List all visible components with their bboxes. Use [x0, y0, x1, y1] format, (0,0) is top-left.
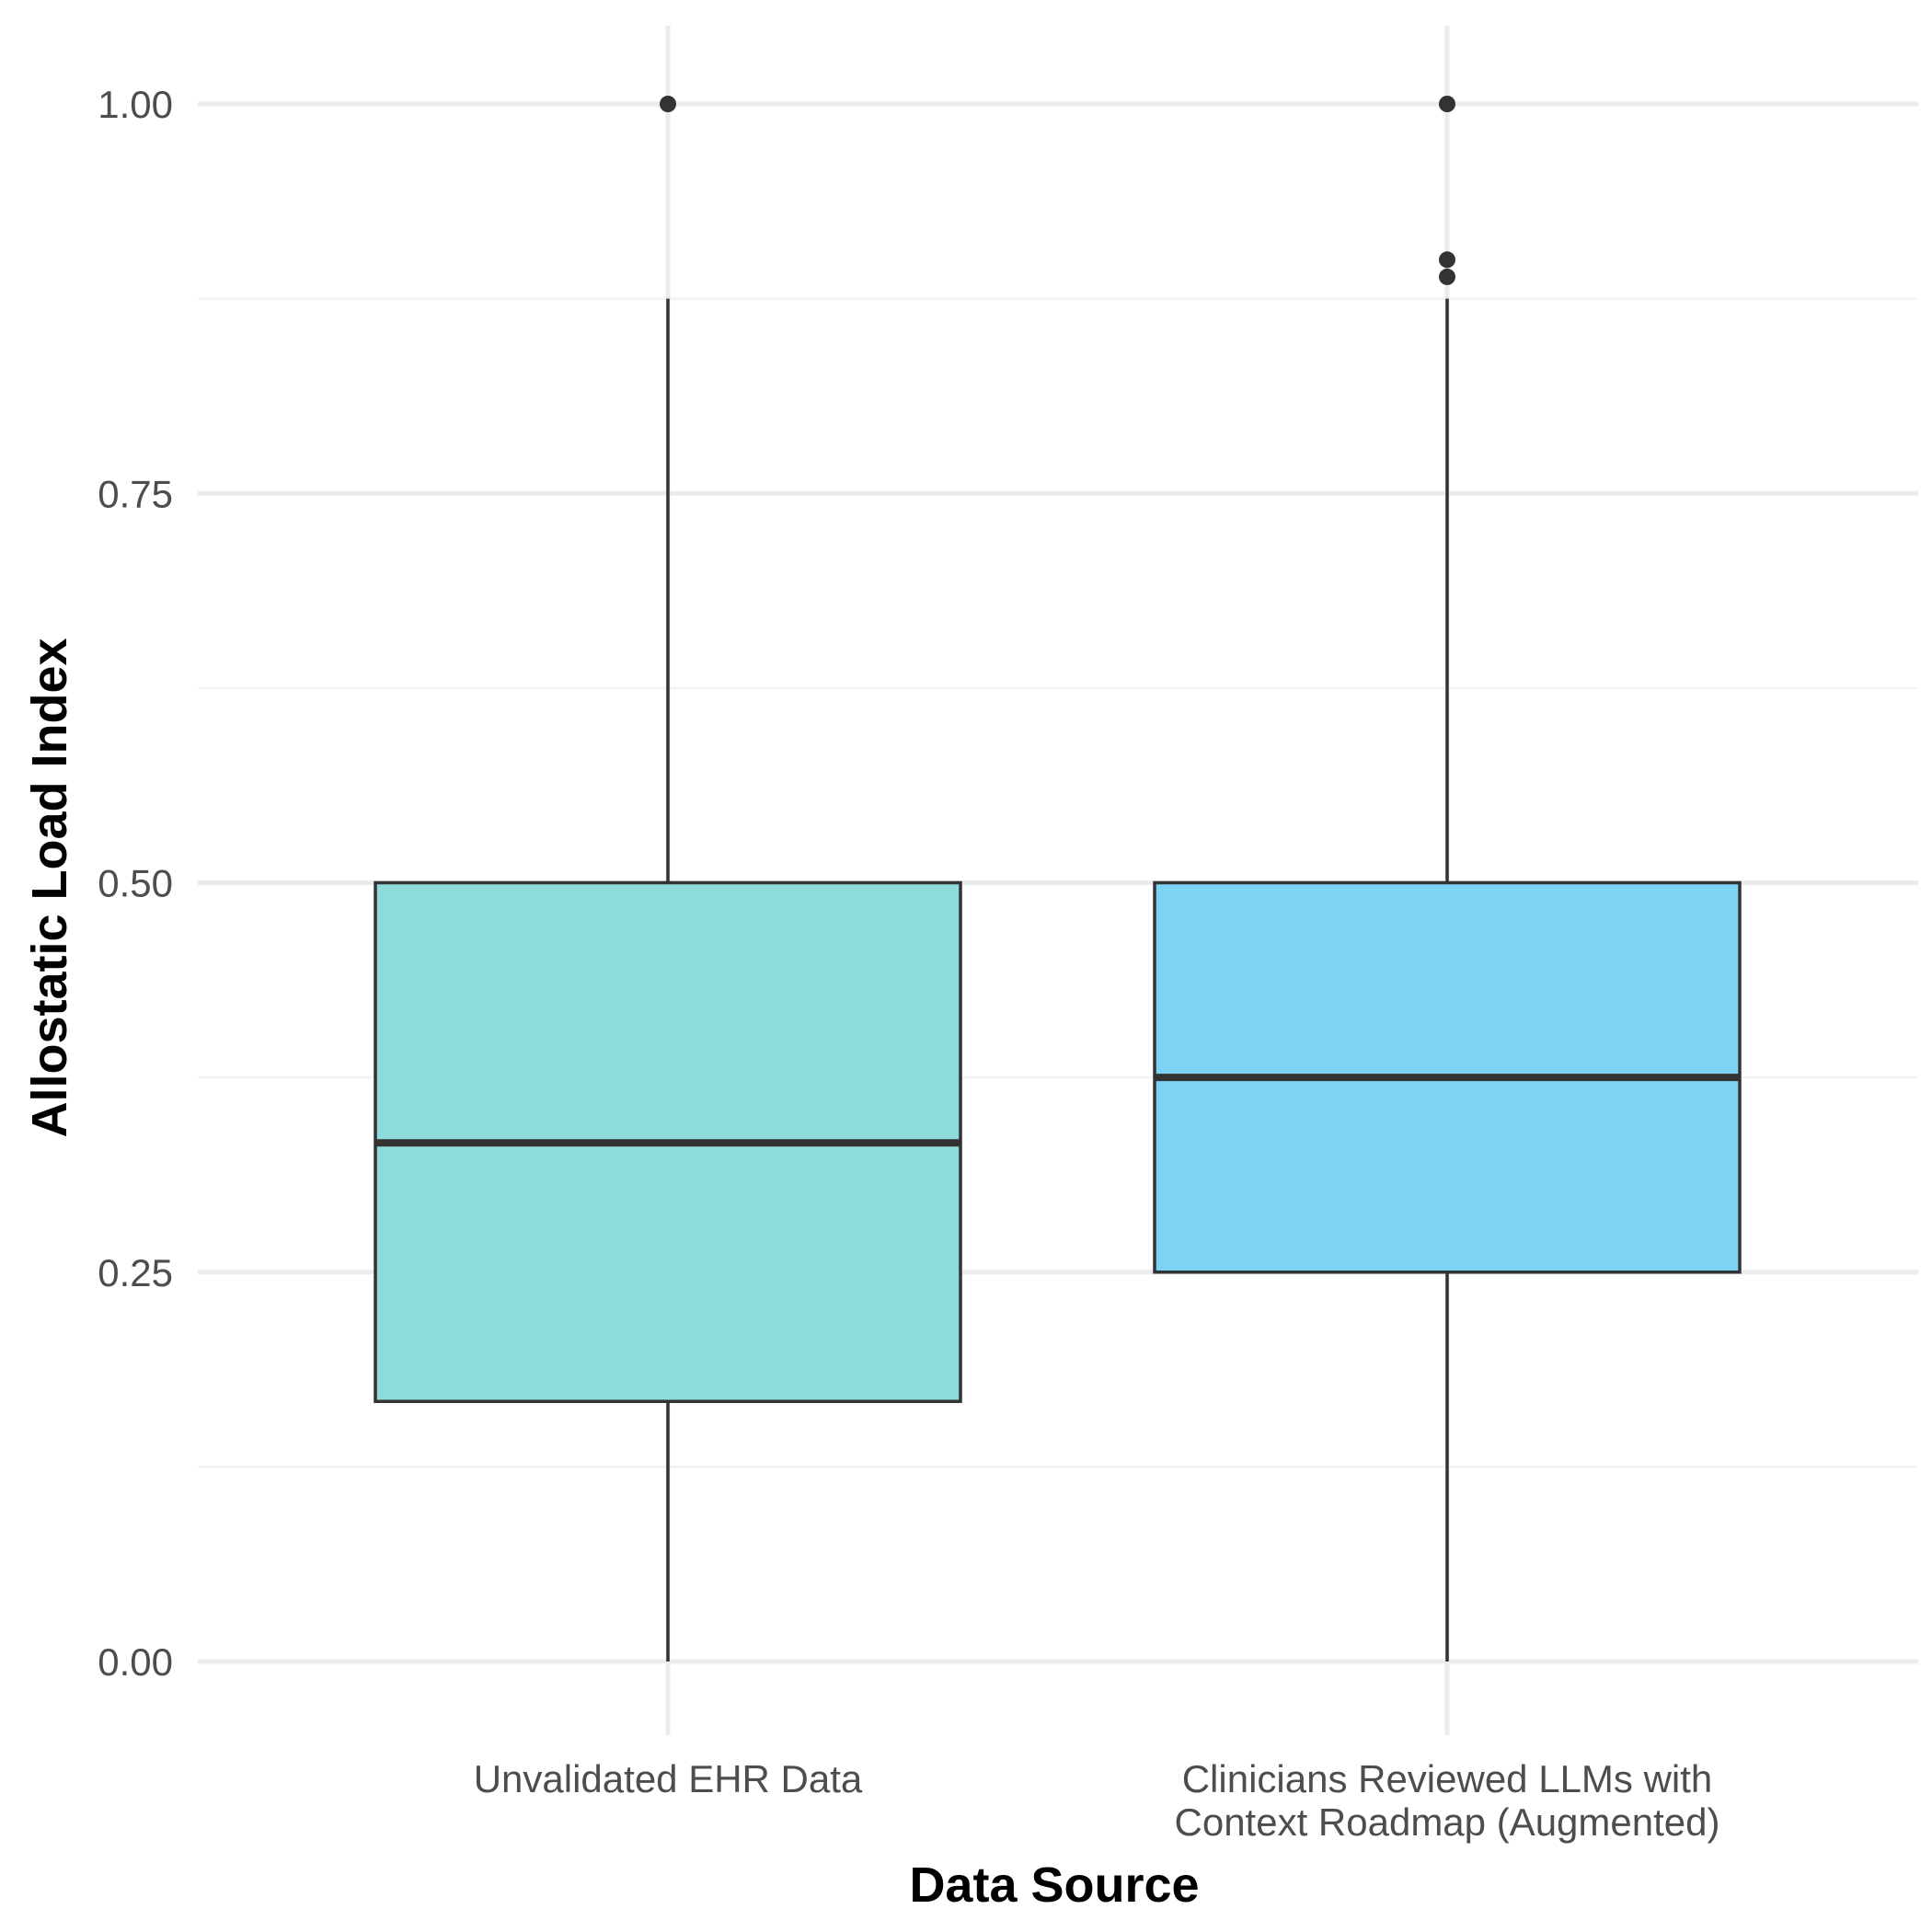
x-tick-label: Context Roadmap (Augmented) [1175, 1800, 1720, 1844]
outlier-point [1439, 251, 1455, 269]
outlier-point [1439, 268, 1455, 285]
y-tick-label: 0.25 [98, 1251, 173, 1294]
outlier-point [660, 96, 676, 112]
outlier-point [1439, 96, 1455, 112]
box-group [374, 96, 962, 1662]
y-tick-label: 0.00 [98, 1640, 173, 1684]
y-tick-label: 0.50 [98, 862, 173, 905]
y-axis-title: Allostatic Load Index [22, 638, 77, 1137]
x-tick-label: Unvalidated EHR Data [474, 1757, 863, 1800]
x-tick-label: Clinicians Reviewed LLMs with [1182, 1757, 1713, 1800]
x-axis-title: Data Source [909, 1857, 1199, 1913]
box-group [1153, 96, 1742, 1662]
y-tick-label: 1.00 [98, 83, 173, 126]
grid-lines [198, 26, 1918, 1735]
x-axis-ticks: Unvalidated EHR Data Clinicians Reviewed … [474, 1757, 1720, 1844]
y-tick-label: 0.75 [98, 472, 173, 515]
box-series [374, 96, 1742, 1662]
y-axis-ticks: 0.00 0.25 0.50 0.75 1.00 [98, 83, 173, 1684]
